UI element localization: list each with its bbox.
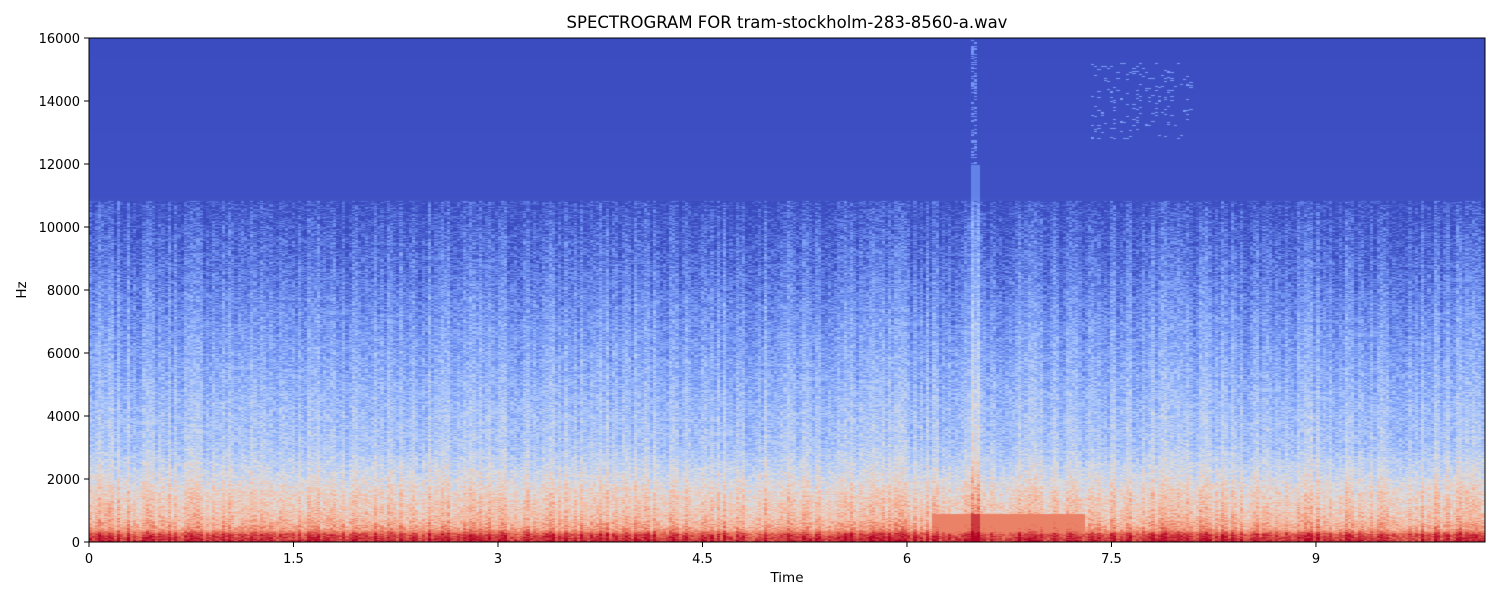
plot-area [88,37,1486,543]
x-tick-label: 6 [903,552,911,567]
y-tick-label: 16000 [39,32,80,47]
x-axis: 0 1.5 3 4.5 6 7.5 9 [85,542,1320,567]
heatmap [89,38,1485,542]
x-tick-label: 0 [85,552,93,567]
y-tick-label: 6000 [47,347,80,362]
y-tick-label: 12000 [39,158,80,173]
y-axis: 0 2000 4000 6000 8000 10000 12000 14000 16000 [39,32,89,551]
spectrogram-heatmap [89,38,1485,542]
y-tick-label: 4000 [47,410,80,425]
y-tick-label: 14000 [39,95,80,110]
y-tick-label: 0 [72,536,80,551]
y-axis-label: Hz [14,281,30,298]
x-tick-label: 1.5 [283,552,304,567]
x-tick-label: 9 [1312,552,1320,567]
y-tick-label: 10000 [39,221,80,236]
x-axis-label: Time [769,570,803,586]
x-tick-label: 3 [494,552,502,567]
chart-title: SPECTROGRAM FOR tram-stockholm-283-8560-… [567,13,1008,32]
y-tick-label: 8000 [47,284,80,299]
x-tick-label: 4.5 [692,552,713,567]
x-tick-label: 7.5 [1101,552,1122,567]
y-tick-label: 2000 [47,473,80,488]
